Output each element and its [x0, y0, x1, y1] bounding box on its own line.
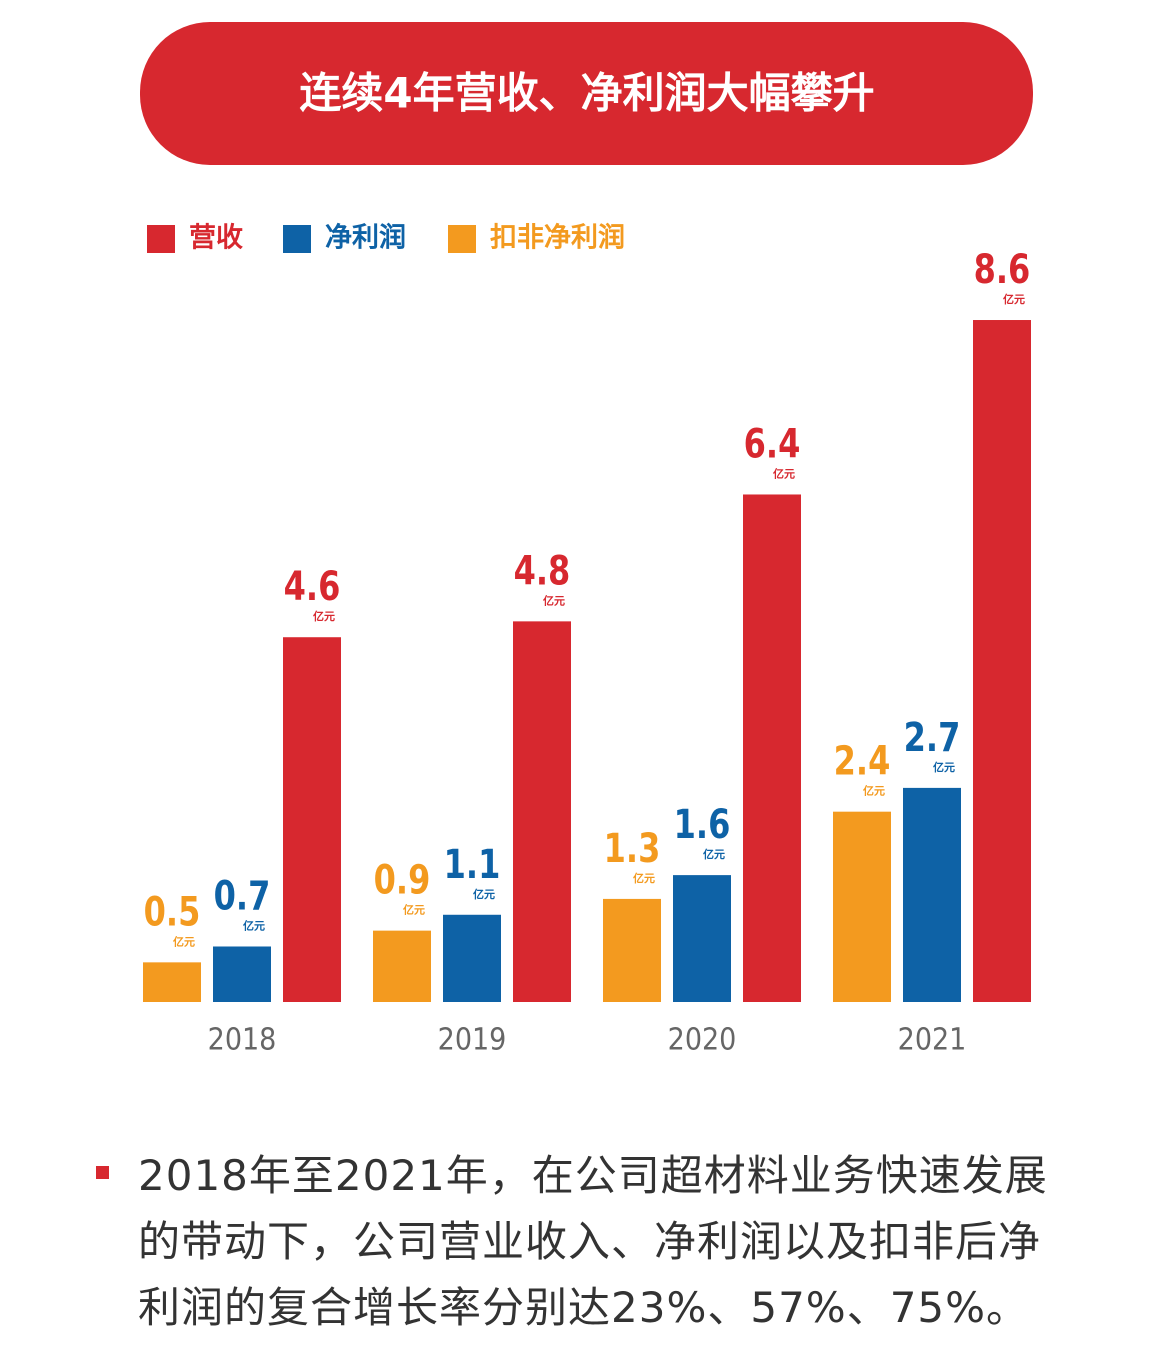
- title-banner: [140, 22, 1033, 165]
- bar: [833, 811, 891, 1002]
- value-label: 2.7: [904, 713, 961, 760]
- bar: [373, 930, 431, 1002]
- value-unit: 亿元: [633, 871, 655, 885]
- bar: [903, 787, 961, 1002]
- value-unit: 亿元: [403, 903, 425, 917]
- x-tick-label: 2020: [668, 1023, 737, 1058]
- value-unit: 亿元: [313, 609, 335, 623]
- chart: 连续4年营收、净利润大幅攀升 营收 净利润 扣非净利润20184.6亿元0.7亿元0…: [140, 22, 1033, 1058]
- x-tick-label: 2019: [438, 1023, 507, 1058]
- legend-label: 扣非净利润: [490, 222, 625, 254]
- legend-swatch: [448, 225, 476, 253]
- value-label: 1.1: [444, 840, 501, 887]
- bar: [213, 946, 271, 1002]
- value-label: 1.3: [604, 824, 661, 871]
- bar: [513, 621, 571, 1002]
- bar: [673, 875, 731, 1002]
- bullet: [96, 1166, 109, 1179]
- value-unit: 亿元: [1003, 292, 1025, 306]
- value-unit: 亿元: [173, 934, 195, 948]
- bar: [443, 914, 501, 1002]
- x-tick-label: 2018: [208, 1023, 277, 1058]
- bar: [743, 494, 801, 1002]
- value-unit: 亿元: [773, 466, 795, 480]
- note: 2018年至2021年，在公司超材料业务快速发展的带动下，公司营业收入、净利润以…: [138, 1151, 1048, 1332]
- value-label: 6.4: [744, 420, 801, 467]
- value-label: 1.6: [674, 801, 731, 848]
- value-label: 8.6: [974, 246, 1031, 293]
- value-unit: 亿元: [933, 760, 955, 774]
- value-label: 4.6: [284, 563, 341, 610]
- value-label: 2.4: [834, 737, 891, 784]
- legend-swatch: [147, 225, 175, 253]
- legend-label: 营收: [189, 223, 243, 254]
- legend-swatch: [283, 225, 311, 253]
- value-unit: 亿元: [543, 593, 565, 607]
- bar: [603, 898, 661, 1002]
- bar: [973, 320, 1031, 1002]
- legend-label: 净利润: [325, 222, 406, 254]
- chart-title: 连续4年营收、净利润大幅攀升: [299, 69, 874, 118]
- bar: [283, 637, 341, 1002]
- value-label: 4.8: [514, 547, 571, 594]
- value-unit: 亿元: [243, 918, 265, 932]
- value-label: 0.9: [374, 856, 431, 903]
- bar: [143, 962, 201, 1002]
- value-unit: 亿元: [703, 847, 725, 861]
- value-unit: 亿元: [863, 784, 885, 798]
- value-label: 0.5: [144, 888, 201, 935]
- value-label: 0.7: [214, 872, 271, 919]
- value-unit: 亿元: [473, 887, 495, 901]
- x-tick-label: 2021: [898, 1023, 967, 1058]
